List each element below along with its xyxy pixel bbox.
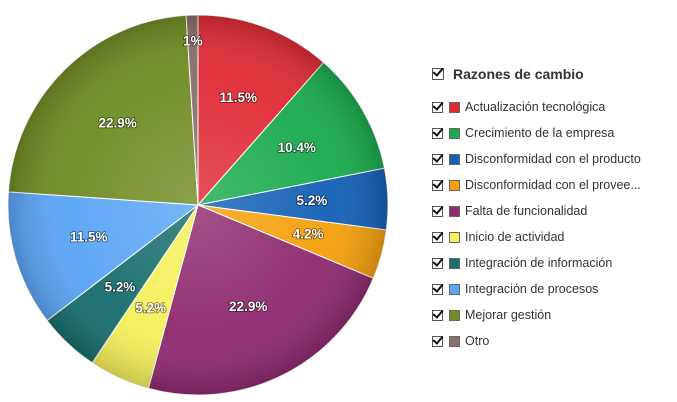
slice-data-label: 5.2% <box>135 300 166 315</box>
slice-data-label: 22.9% <box>98 116 136 131</box>
slice-data-label: 4.2% <box>293 226 324 241</box>
legend-swatch <box>449 153 460 165</box>
pie-plot: 11.5% 10.4% 5.2% 4.2% 22.9% 5.2% 5.2% 11.5% 22.9… <box>7 14 389 396</box>
legend-checkbox-icon[interactable] <box>432 309 443 321</box>
legend-title: Razones de cambio <box>453 66 584 82</box>
pie-slice[interactable] <box>7 14 199 206</box>
legend-checkbox-icon[interactable] <box>432 283 443 295</box>
legend-label: Otro <box>465 334 490 348</box>
legend-checkbox-icon[interactable] <box>432 101 443 113</box>
legend-checkbox-icon[interactable] <box>432 231 443 243</box>
slice-data-label: 5.2% <box>297 193 328 208</box>
legend-checkbox-icon[interactable] <box>432 179 443 191</box>
legend-label: Falta de funcionalidad <box>465 204 588 218</box>
legend-checkbox-icon[interactable] <box>432 127 443 139</box>
legend-item[interactable]: Integración de procesos <box>432 276 672 302</box>
legend-label: Disconformidad con el provee... <box>465 178 641 192</box>
legend-label: Integración de información <box>465 256 613 270</box>
legend-item[interactable]: Actualización tecnológica <box>432 94 672 120</box>
slice-data-label: 10.4% <box>278 140 316 155</box>
legend-label: Mejorar gestión <box>465 308 552 322</box>
legend-checkbox-icon[interactable] <box>432 153 443 165</box>
legend-label: Disconformidad con el producto <box>465 152 641 166</box>
legend: Razones de cambio Actualización tecnológ… <box>432 63 672 354</box>
legend-item[interactable]: Disconformidad con el provee... <box>432 172 672 198</box>
slice-data-label: 22.9% <box>229 299 267 314</box>
legend-swatch <box>449 257 460 269</box>
legend-item[interactable]: Otro <box>432 328 672 354</box>
legend-item[interactable]: Disconformidad con el producto <box>432 146 672 172</box>
legend-item[interactable]: Crecimiento de la empresa <box>432 120 672 146</box>
legend-swatch <box>449 101 460 113</box>
legend-swatch <box>449 127 460 139</box>
legend-item[interactable]: Mejorar gestión <box>432 302 672 328</box>
legend-swatch <box>449 335 460 347</box>
slice-data-label: 11.5% <box>220 90 258 105</box>
slice-data-label: 1% <box>183 33 203 48</box>
legend-swatch <box>449 205 460 217</box>
legend-item[interactable]: Integración de información <box>432 250 672 276</box>
legend-label: Actualización tecnológica <box>465 100 606 114</box>
legend-swatch <box>449 231 460 243</box>
legend-swatch <box>449 309 460 321</box>
legend-swatch <box>449 179 460 191</box>
legend-title-row[interactable]: Razones de cambio <box>432 63 672 85</box>
legend-label: Integración de procesos <box>465 282 599 296</box>
slice-data-label: 11.5% <box>70 229 108 244</box>
slice-data-label: 5.2% <box>105 280 136 295</box>
legend-label: Crecimiento de la empresa <box>465 126 615 140</box>
legend-checkbox-icon[interactable] <box>432 205 443 217</box>
legend-swatch <box>449 283 460 295</box>
legend-items: Actualización tecnológica Crecimiento de … <box>432 94 672 354</box>
legend-checkbox-icon[interactable] <box>432 335 443 347</box>
legend-checkbox-icon[interactable] <box>432 257 443 269</box>
legend-label: Inicio de actividad <box>465 230 565 244</box>
legend-item[interactable]: Inicio de actividad <box>432 224 672 250</box>
legend-item[interactable]: Falta de funcionalidad <box>432 198 672 224</box>
legend-title-checkbox-icon[interactable] <box>432 68 444 80</box>
